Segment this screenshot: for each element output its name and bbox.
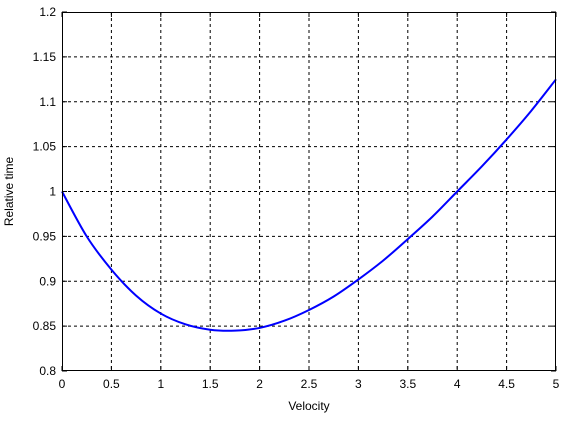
y-tick-label: 1.05 [33,140,57,154]
y-tick-label: 0.9 [39,274,56,288]
y-axis-title: Relative time [2,156,16,226]
y-tick-label: 0.85 [33,319,57,333]
x-tick-label: 1 [157,377,164,391]
y-tick-label: 0.8 [39,364,56,378]
y-axis-ticks: 0.8 0.85 0.9 0.95 1 1.05 1.1 1.15 1.2 [33,5,556,378]
y-tick-label: 1.1 [39,95,56,109]
x-tick-label: 3 [355,377,362,391]
x-tick-label: 4 [454,377,461,391]
y-tick-label: 0.95 [33,229,57,243]
x-tick-label: 0.5 [103,377,120,391]
x-axis-title: Velocity [288,399,329,413]
x-tick-label: 1.5 [202,377,219,391]
x-tick-label: 5 [553,377,560,391]
grid [62,12,556,371]
x-tick-label: 2.5 [301,377,318,391]
y-tick-label: 1.2 [39,5,56,19]
x-tick-label: 0 [59,377,66,391]
x-tick-label: 2 [256,377,263,391]
series-layer [61,78,557,332]
series-line [61,78,557,332]
x-tick-label: 4.5 [498,377,515,391]
x-tick-label: 3.5 [399,377,416,391]
x-axis-ticks: 0 0.5 1 1.5 2 2.5 3 3.5 4 4.5 5 [59,12,560,391]
y-tick-label: 1.15 [33,50,57,64]
y-tick-label: 1 [49,185,56,199]
